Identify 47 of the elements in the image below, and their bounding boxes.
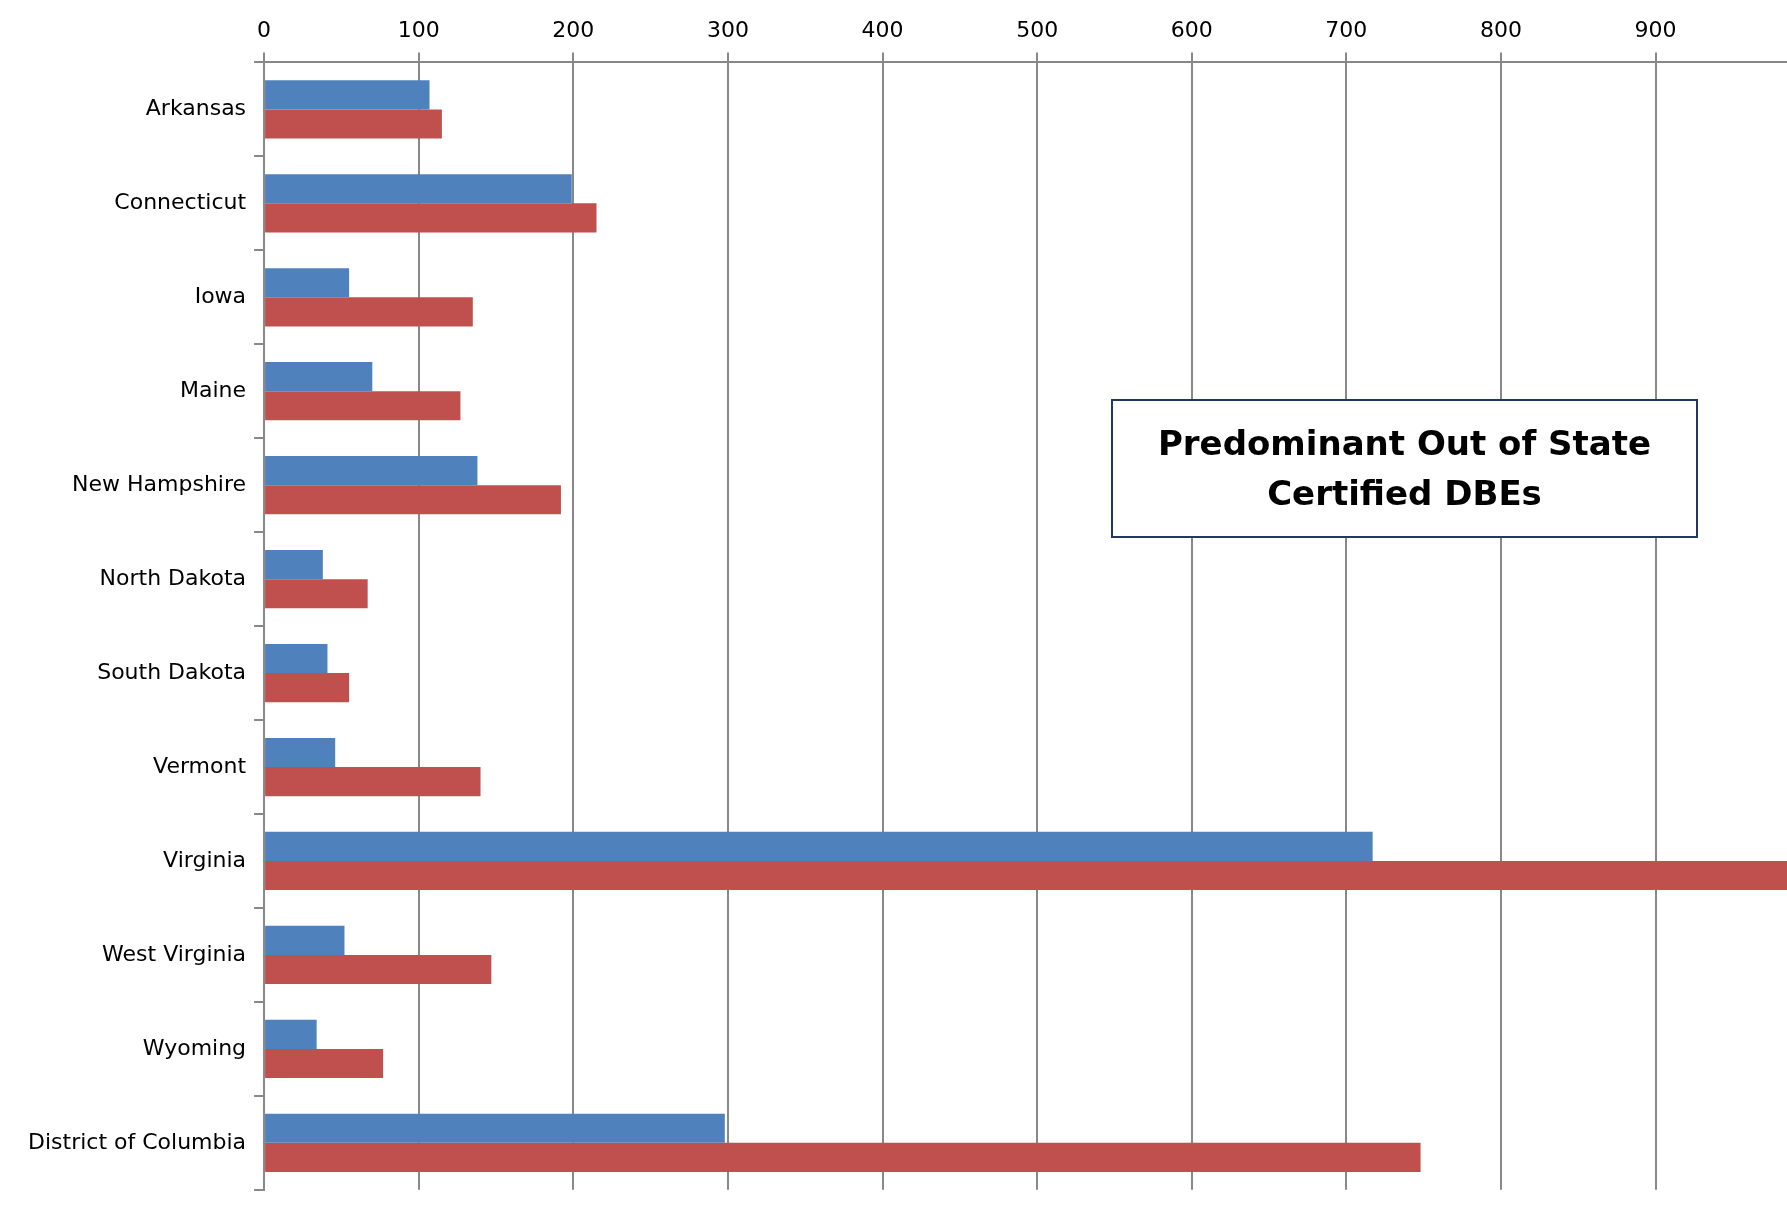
y-tick-label: Maine: [180, 376, 247, 402]
bar: [265, 109, 442, 139]
y-tick-label: West Virginia: [102, 940, 247, 966]
bar: [265, 391, 461, 421]
bar: [265, 1048, 384, 1078]
x-tick-label: 800: [1479, 16, 1522, 42]
bar: [265, 550, 323, 580]
bar: [265, 954, 492, 985]
x-tick-label: 700: [1325, 16, 1368, 42]
bar: [265, 831, 1373, 861]
text: Predominant Out of State Certified DBEs: [1111, 399, 1698, 538]
bar: [265, 203, 597, 233]
y-tick-label: Wyoming: [142, 1034, 247, 1060]
bar: [265, 485, 561, 515]
y-tick-label: Virginia: [163, 846, 247, 872]
y-tick-label: Iowa: [194, 282, 247, 308]
y-tick-label: Vermont: [153, 752, 247, 778]
x-tick-label: 900: [1634, 16, 1677, 42]
x-tick-label: 100: [397, 16, 440, 42]
bar: [265, 297, 473, 327]
bar: [265, 860, 1787, 891]
x-tick-label: 500: [1016, 16, 1059, 42]
y-tick-label: New Hampshire: [72, 470, 247, 496]
y-tick-label: North Dakota: [99, 564, 247, 590]
y-tick-label: Arkansas: [145, 95, 247, 121]
x-tick-label: 200: [552, 16, 595, 42]
y-tick-label: Connecticut: [114, 189, 247, 215]
bar: [265, 268, 350, 298]
x-tick-label: 400: [861, 16, 904, 42]
bar: [265, 80, 430, 110]
bar: [265, 643, 328, 674]
bar: [265, 456, 478, 486]
x-tick-label: 300: [706, 16, 749, 42]
bar: [265, 1113, 725, 1143]
x-tick-label: 600: [1170, 16, 1213, 42]
bar: [265, 673, 350, 703]
bar: [265, 767, 481, 797]
bar: [265, 1019, 317, 1049]
bar: [265, 1142, 1421, 1172]
bar: [265, 579, 368, 609]
bar: [265, 925, 345, 955]
y-tick-label: South Dakota: [97, 658, 247, 684]
bar: [265, 174, 572, 204]
bar: [265, 362, 373, 392]
bar: [265, 737, 336, 768]
y-tick-label: District of Columbia: [28, 1128, 247, 1154]
x-tick-label: 0: [257, 16, 272, 42]
